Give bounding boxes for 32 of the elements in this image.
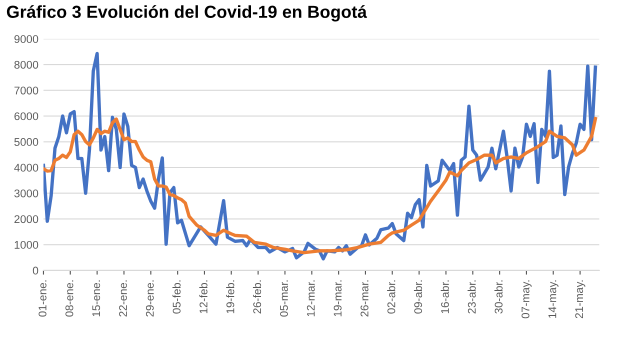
y-tick-label: 9000 — [14, 35, 38, 44]
x-tick-label: 21-may. — [575, 280, 586, 318]
x-tick-label: 30-abr. — [494, 280, 503, 314]
y-tick-label: 8000 — [14, 60, 38, 69]
x-tick-label: 07-may. — [522, 280, 532, 318]
y-tick-label: 4000 — [14, 164, 38, 172]
chart-title: Gráfico 3 Evolución del Covid-19 en Bogotá — [6, 5, 368, 22]
x-tick-label: 05-mar. — [280, 280, 288, 317]
x-tick-label: 15-ene. — [92, 280, 100, 316]
x-tick-label: 12-mar. — [306, 280, 315, 316]
y-tick-label: 2000 — [14, 215, 38, 224]
x-tick-label: 02-abr. — [387, 280, 396, 314]
x-tick-label: 26-feb. — [252, 280, 262, 314]
x-tick-label: 09-abr. — [414, 280, 422, 314]
x-tick-label: 08-ene. — [65, 280, 74, 317]
x-tick-label: 05-feb. — [172, 280, 181, 314]
y-tick-label: 3000 — [14, 189, 38, 198]
y-tick-label: 0 — [32, 266, 38, 275]
x-tick-label: 16-abr. — [440, 280, 449, 314]
y-tick-label: 5000 — [14, 138, 38, 146]
x-tick-label: 22-ene. — [119, 280, 127, 317]
y-tick-label: 6000 — [14, 112, 38, 120]
y-tick-label: 1000 — [14, 240, 38, 249]
x-tick-label: 29-ene. — [146, 280, 154, 317]
x-tick-label: 23-abr. — [468, 280, 476, 314]
y-tick-label: 7000 — [14, 86, 38, 94]
x-tick-label: 14-may. — [548, 280, 558, 318]
x-tick-label: 12-feb. — [199, 280, 208, 314]
x-tick-label: 19-mar. — [334, 280, 342, 316]
x-tick-label: 26-mar. — [360, 280, 368, 317]
x-tick-label: 19-feb. — [226, 280, 234, 314]
x-tick-label: 01-ene. — [38, 280, 46, 317]
